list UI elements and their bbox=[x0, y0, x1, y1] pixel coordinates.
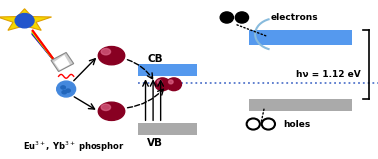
Ellipse shape bbox=[98, 102, 125, 121]
Ellipse shape bbox=[57, 81, 76, 97]
Ellipse shape bbox=[101, 104, 110, 111]
Ellipse shape bbox=[61, 86, 65, 89]
Ellipse shape bbox=[101, 48, 110, 55]
Text: hν = 1.12 eV: hν = 1.12 eV bbox=[296, 70, 361, 79]
Bar bbox=[138, 123, 197, 135]
Bar bbox=[138, 64, 197, 76]
Ellipse shape bbox=[157, 80, 162, 84]
PathPatch shape bbox=[0, 9, 51, 30]
Bar bbox=[249, 30, 352, 45]
Ellipse shape bbox=[155, 78, 170, 91]
Ellipse shape bbox=[66, 89, 70, 92]
PathPatch shape bbox=[51, 52, 74, 72]
Ellipse shape bbox=[62, 91, 67, 94]
Bar bbox=[249, 99, 352, 111]
Ellipse shape bbox=[98, 46, 125, 65]
Ellipse shape bbox=[15, 14, 34, 28]
Text: Eu$^{3+}$, Yb$^{3+}$ phosphor: Eu$^{3+}$, Yb$^{3+}$ phosphor bbox=[23, 140, 125, 154]
Ellipse shape bbox=[169, 80, 173, 84]
Text: CB: CB bbox=[147, 54, 163, 64]
Text: VB: VB bbox=[147, 138, 163, 148]
Text: holes: holes bbox=[284, 120, 311, 128]
Ellipse shape bbox=[166, 78, 181, 91]
Ellipse shape bbox=[235, 12, 249, 23]
PathPatch shape bbox=[54, 55, 70, 70]
Ellipse shape bbox=[220, 12, 233, 23]
Text: electrons: electrons bbox=[270, 13, 318, 22]
